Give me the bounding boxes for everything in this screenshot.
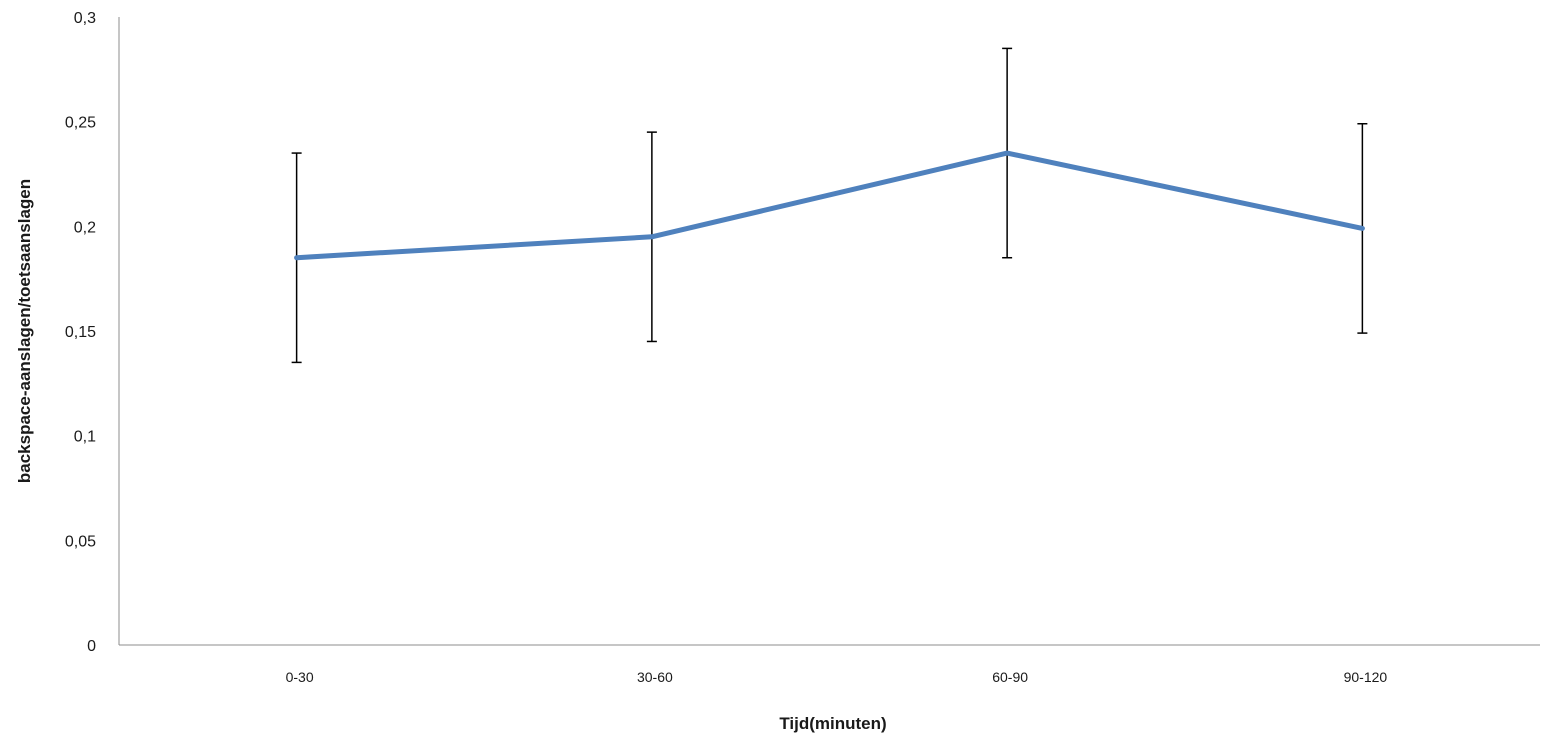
y-tick-labels: 0 0,05 0,1 0,15 0,2 0,25 0,3 <box>65 10 96 655</box>
x-tick-labels: 0-30 30-60 60-90 90-120 <box>286 669 1388 685</box>
x-tick-label: 90-120 <box>1344 669 1388 685</box>
series-line <box>294 150 1365 261</box>
y-tick-label: 0,1 <box>74 429 96 446</box>
x-tick-label: 0-30 <box>286 669 314 685</box>
y-axis-title: backspace-aanslagen/toetsaanslagen <box>15 179 34 483</box>
y-tick-label: 0,15 <box>65 324 96 341</box>
y-tick-label: 0,25 <box>65 115 96 132</box>
y-tick-label: 0,2 <box>74 219 96 236</box>
y-tick-label: 0,05 <box>65 533 96 550</box>
x-tick-label: 60-90 <box>992 669 1028 685</box>
x-axis-title: Tijd(minuten) <box>779 714 886 733</box>
y-tick-label: 0 <box>87 638 96 655</box>
y-tick-label: 0,3 <box>74 10 96 27</box>
error-bars <box>291 47 1368 364</box>
x-tick-label: 30-60 <box>637 669 673 685</box>
